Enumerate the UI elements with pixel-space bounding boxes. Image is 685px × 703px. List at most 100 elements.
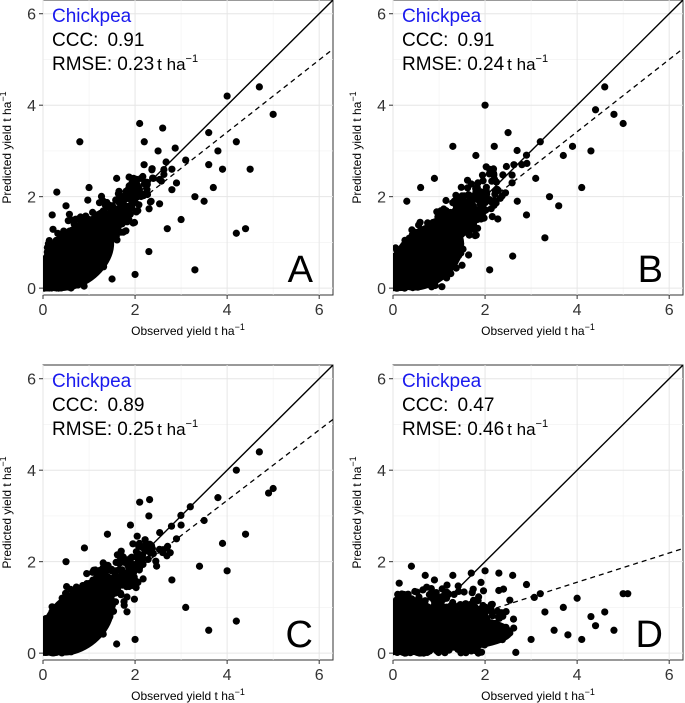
- scatter-point: [568, 142, 577, 150]
- y-axis-title-superscript: −1: [0, 456, 8, 466]
- scatter-point: [168, 165, 176, 173]
- scatter-point: [133, 532, 141, 540]
- panel-letter: A: [288, 249, 314, 291]
- scatter-point: [481, 101, 489, 109]
- y-axis-title: Predicted yield t ha−1: [348, 91, 364, 203]
- scatter-point: [162, 158, 170, 166]
- regression-fit-line: [393, 48, 683, 277]
- scatter-point: [94, 568, 102, 576]
- scatter-point: [81, 213, 89, 222]
- scatter-point: [139, 554, 147, 562]
- scatter-point: [453, 203, 461, 211]
- x-tick-label: 4: [573, 302, 582, 319]
- scatter-point: [115, 187, 123, 195]
- scatter-point: [119, 553, 127, 561]
- rmse-unit: t ha: [157, 420, 186, 439]
- scatter-point: [480, 196, 488, 204]
- scatter-point: [163, 225, 171, 233]
- x-axis-title: Observed yield t ha−1: [131, 687, 245, 703]
- rmse-unit-superscript: −1: [186, 418, 199, 430]
- scatter-point: [532, 174, 540, 182]
- crop-name-label: Chickpea: [52, 371, 132, 392]
- one-to-one-line: [43, 365, 333, 654]
- regression-fit-line: [43, 418, 333, 642]
- scatter-point: [559, 151, 567, 160]
- rmse-unit: t ha: [157, 55, 186, 74]
- scatter-point: [148, 166, 156, 174]
- scatter-point: [85, 183, 93, 192]
- scatter-point: [136, 498, 144, 506]
- panel-letter: C: [286, 614, 313, 656]
- scatter-point: [177, 215, 185, 224]
- scatter-point: [124, 574, 133, 582]
- y-tick-label: 4: [377, 98, 386, 115]
- scatter-point: [264, 489, 273, 497]
- scatter-point: [491, 197, 499, 205]
- scatter-point: [140, 161, 148, 169]
- scatter-point: [457, 210, 466, 218]
- scatter-point: [83, 570, 91, 578]
- scatter-point: [171, 144, 179, 152]
- scatter-point: [232, 229, 240, 237]
- scatter-point: [182, 603, 190, 612]
- scatter-point: [471, 209, 479, 217]
- scatter-point: [443, 581, 451, 589]
- scatter-point: [157, 177, 165, 185]
- scatter-point: [117, 547, 125, 555]
- scatter-density-core: [43, 221, 115, 291]
- y-axis-title-superscript: −1: [348, 91, 358, 101]
- scatter-point: [482, 163, 490, 171]
- scatter-density-core: [43, 586, 115, 656]
- scatter-point: [126, 561, 134, 569]
- ccc-annotation: CCC: 0.91: [52, 30, 144, 51]
- scatter-point: [115, 559, 123, 567]
- scatter-point: [470, 191, 479, 200]
- scatter-point: [145, 247, 153, 256]
- scatter-point: [114, 197, 122, 205]
- scatter-point: [143, 186, 151, 194]
- x-tick-label: 0: [39, 302, 48, 319]
- scatter-point: [154, 147, 162, 155]
- rmse-value: 0.24: [467, 54, 504, 75]
- scatter-point: [513, 146, 521, 155]
- x-axis-title: Observed yield t ha−1: [481, 322, 595, 338]
- scatter-density-core: [393, 221, 465, 291]
- x-axis-title-superscript: −1: [235, 322, 245, 332]
- scatter-point: [214, 494, 222, 502]
- scatter-point: [430, 174, 439, 182]
- y-axis-title: Predicted yield t ha−1: [0, 91, 14, 203]
- scatter-point: [472, 231, 480, 239]
- scatter-point: [522, 211, 531, 219]
- x-tick-label: 6: [315, 302, 324, 319]
- scatter-point: [126, 521, 135, 529]
- scatter-point: [128, 186, 136, 195]
- one-to-one-line: [393, 0, 683, 289]
- y-axis-title-superscript: −1: [0, 91, 8, 101]
- ccc-value: 0.89: [107, 395, 144, 416]
- scatter-point: [467, 226, 475, 234]
- scatter-point: [480, 207, 488, 215]
- scatter-point: [133, 181, 141, 189]
- scatter-point: [490, 171, 498, 179]
- x-tick-label: 0: [389, 302, 398, 319]
- y-tick-label: 6: [27, 7, 36, 24]
- scatter-point: [504, 129, 512, 137]
- x-tick-label: 6: [665, 302, 674, 319]
- scatter-point: [139, 575, 147, 583]
- x-tick-label: 0: [39, 667, 48, 684]
- scatter-point: [486, 266, 494, 274]
- x-tick-label: 4: [223, 302, 232, 319]
- scatter-point: [133, 176, 141, 184]
- scatter-point: [218, 165, 227, 173]
- scatter-point: [472, 185, 480, 193]
- scatter-point: [460, 192, 468, 200]
- scatter-point: [541, 234, 549, 242]
- y-tick-label: 2: [377, 190, 386, 207]
- scatter-point: [49, 225, 57, 233]
- scatter-point: [112, 232, 120, 240]
- scatter-point: [123, 593, 131, 601]
- scatter-point: [105, 574, 113, 582]
- scatter-point: [130, 218, 139, 227]
- scatter-point: [449, 142, 457, 150]
- scatter-point: [255, 83, 263, 91]
